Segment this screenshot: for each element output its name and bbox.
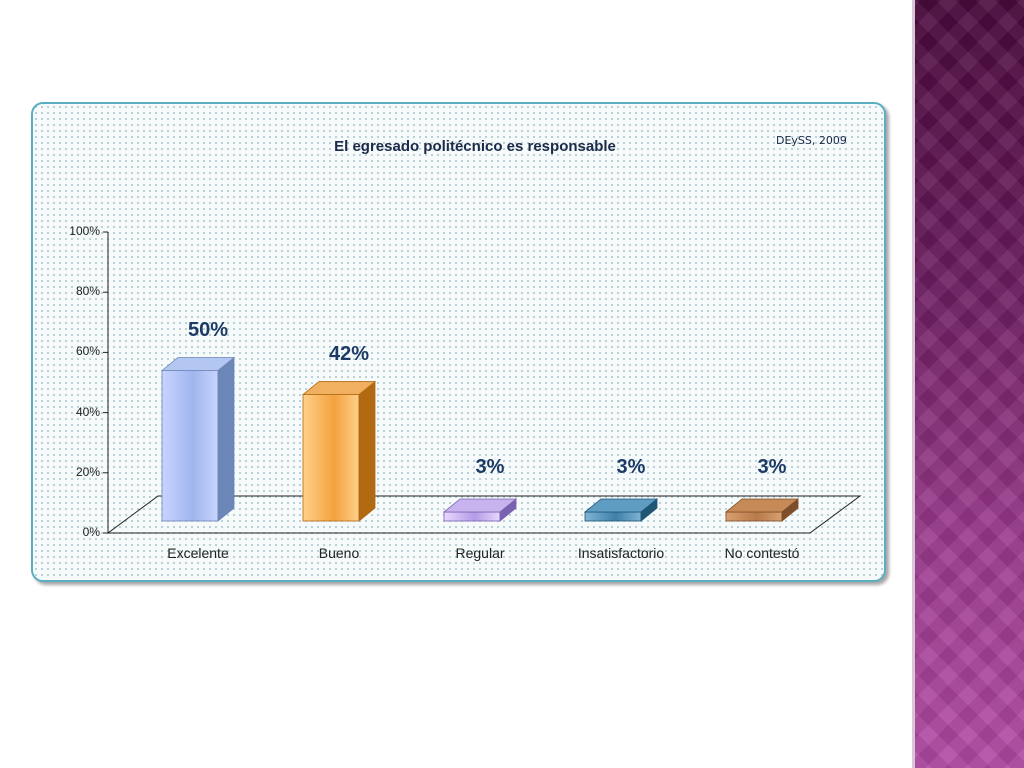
decorative-side-strip xyxy=(912,0,1024,768)
bar-4-top xyxy=(724,498,800,513)
x-category-label: Bueno xyxy=(318,545,360,561)
x-category-label: Regular xyxy=(455,545,505,561)
y-tick-label: 40% xyxy=(75,404,100,419)
bar-0-top xyxy=(160,357,236,371)
source-note: DEySS, 2009 xyxy=(776,134,847,147)
data-label: 3% xyxy=(757,456,787,478)
bar-2-top xyxy=(442,498,518,513)
y-tick-label: 60% xyxy=(75,344,100,359)
data-label: 42% xyxy=(328,342,370,365)
x-category-label: No contestó xyxy=(724,545,800,561)
y-tick-label: 20% xyxy=(75,464,100,479)
bar-3-top xyxy=(583,498,659,513)
y-tick-label: 100% xyxy=(69,224,100,238)
bar-1-side xyxy=(358,380,376,522)
bar-1-top xyxy=(301,381,377,395)
bar-1-front xyxy=(302,394,360,522)
chart-floor xyxy=(106,495,862,534)
data-label: 3% xyxy=(616,456,646,478)
bar-4-front xyxy=(725,511,783,522)
x-category-label: Excelente xyxy=(167,545,229,561)
bar-2-front xyxy=(443,511,501,522)
chart-title: El egresado politécnico es responsable xyxy=(334,138,616,155)
bar-3-front xyxy=(584,511,642,522)
bar-0-front xyxy=(161,370,219,522)
y-tick-label: 80% xyxy=(75,284,100,299)
data-label: 50% xyxy=(187,318,229,341)
bar-0-side xyxy=(217,356,235,522)
y-tick-label: 0% xyxy=(82,525,100,539)
x-category-label: Insatisfactorio xyxy=(577,545,665,561)
data-label: 3% xyxy=(475,456,505,478)
